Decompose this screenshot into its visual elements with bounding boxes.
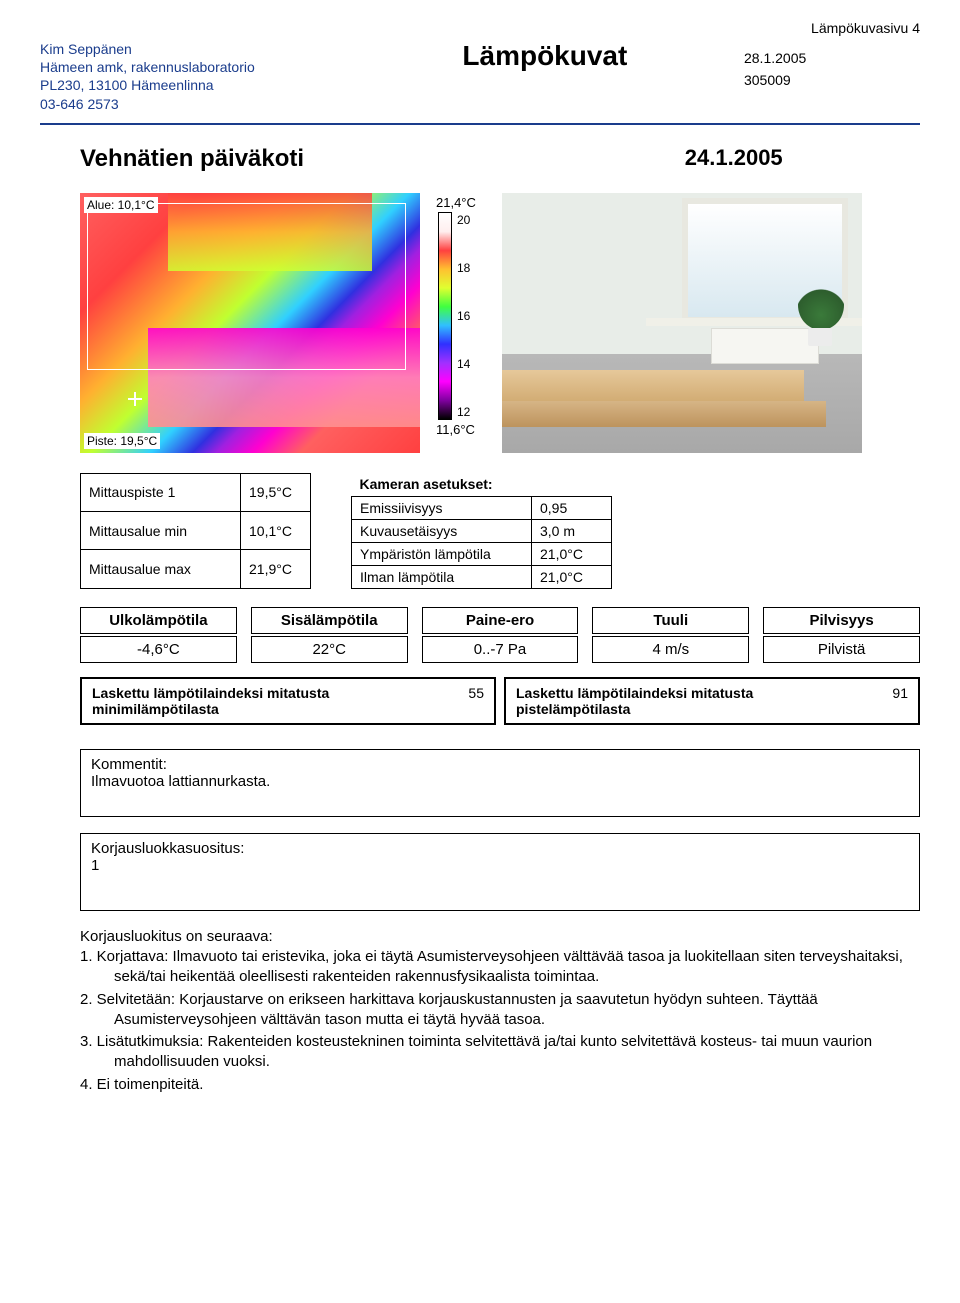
- classification-item: 4. Ei toimenpiteitä.: [80, 1075, 920, 1095]
- env-value: -4,6°C: [80, 636, 237, 663]
- env-header: Sisälämpötila: [251, 607, 408, 634]
- contact-addr: PL230, 13100 Hämeenlinna: [40, 76, 462, 94]
- thermal-area-label: Alue: 10,1°C: [84, 197, 158, 213]
- header-divider: [40, 123, 920, 125]
- meas-label: Mittausalue min: [81, 512, 241, 550]
- repair-value: 1: [91, 857, 909, 874]
- header-ref: 305009: [744, 72, 920, 88]
- page-header: Kim Seppänen Hämeen amk, rakennuslaborat…: [40, 40, 920, 113]
- camera-settings-table: Kameran asetukset: Emissiivisyys 0,95 Ku…: [351, 473, 612, 589]
- scale-tick: 18: [457, 261, 470, 275]
- comments-box: Kommentit: Ilmavuotoa lattiannurkasta.: [80, 749, 920, 817]
- cam-label: Ilman lämpötila: [352, 565, 532, 588]
- meas-value: 10,1°C: [241, 512, 311, 550]
- comments-header: Kommentit:: [91, 756, 909, 773]
- contact-block: Kim Seppänen Hämeen amk, rakennuslaborat…: [40, 40, 462, 113]
- repair-box: Korjausluokkasuositus: 1: [80, 833, 920, 911]
- env-cell: Paine-ero 0..-7 Pa: [422, 607, 579, 663]
- table-row: Mittauspiste 1 19,5°C: [81, 473, 311, 511]
- env-cell: Tuuli 4 m/s: [592, 607, 749, 663]
- cam-label: Ympäristön lämpötila: [352, 542, 532, 565]
- env-header: Ulkolämpötila: [80, 607, 237, 634]
- env-cell: Pilvisyys Pilvistä: [763, 607, 920, 663]
- table-row: Mittausalue min 10,1°C: [81, 512, 311, 550]
- classification-item: 1. Korjattava: Ilmavuoto tai eristevika,…: [80, 947, 920, 988]
- classification-item: 3. Lisätutkimuksia: Rakenteiden kosteust…: [80, 1032, 920, 1073]
- subject-date: 24.1.2005: [685, 145, 783, 173]
- page-title: Lämpökuvat: [462, 40, 744, 72]
- thermal-point-label: Piste: 19,5°C: [84, 433, 160, 449]
- table-row: Mittausalue max 21,9°C: [81, 550, 311, 588]
- camera-header: Kameran asetukset:: [352, 473, 612, 497]
- index-value: 55: [444, 685, 484, 717]
- cam-value: 3,0 m: [532, 519, 612, 542]
- comments-text: Ilmavuotoa lattiannurkasta.: [91, 773, 909, 790]
- subject-name: Vehnätien päiväkoti: [80, 145, 685, 173]
- env-value: Pilvistä: [763, 636, 920, 663]
- cam-value: 0,95: [532, 496, 612, 519]
- classification-block: Korjausluokitus on seuraava: 1. Korjatta…: [80, 927, 920, 1095]
- contact-phone: 03-646 2573: [40, 95, 462, 113]
- cam-label: Kuvausetäisyys: [352, 519, 532, 542]
- scale-tick: 14: [457, 357, 470, 371]
- table-row: Kuvausetäisyys 3,0 m: [352, 519, 612, 542]
- index-box-min: Laskettu lämpötilaindeksi mitatusta mini…: [80, 677, 496, 725]
- table-row: Ilman lämpötila 21,0°C: [352, 565, 612, 588]
- cam-value: 21,0°C: [532, 542, 612, 565]
- thermal-scale: 21,4°C 20 18 16 14 12 11,6°C: [436, 193, 486, 453]
- scale-tick: 12: [457, 405, 470, 419]
- meas-value: 19,5°C: [241, 473, 311, 511]
- env-value: 22°C: [251, 636, 408, 663]
- index-label: Laskettu lämpötilaindeksi mitatusta pist…: [516, 685, 868, 717]
- environment-row: Ulkolämpötila -4,6°C Sisälämpötila 22°C …: [40, 607, 920, 663]
- index-label: Laskettu lämpötilaindeksi mitatusta mini…: [92, 685, 444, 717]
- contact-org: Hämeen amk, rakennuslaboratorio: [40, 58, 462, 76]
- repair-header: Korjausluokkasuositus:: [91, 840, 909, 857]
- scale-min: 11,6°C: [436, 422, 475, 437]
- scale-max: 21,4°C: [436, 195, 476, 210]
- table-row: Ympäristön lämpötila 21,0°C: [352, 542, 612, 565]
- classification-intro: Korjausluokitus on seuraava:: [80, 927, 920, 947]
- env-value: 4 m/s: [592, 636, 749, 663]
- header-meta: 28.1.2005 305009: [744, 40, 920, 88]
- env-value: 0..-7 Pa: [422, 636, 579, 663]
- header-date: 28.1.2005: [744, 50, 920, 66]
- env-header: Tuuli: [592, 607, 749, 634]
- measurements-table: Mittauspiste 1 19,5°C Mittausalue min 10…: [80, 473, 311, 589]
- meas-label: Mittausalue max: [81, 550, 241, 588]
- table-row: Emissiivisyys 0,95: [352, 496, 612, 519]
- env-header: Paine-ero: [422, 607, 579, 634]
- scale-tick: 16: [457, 309, 470, 323]
- cam-label: Emissiivisyys: [352, 496, 532, 519]
- index-box-point: Laskettu lämpötilaindeksi mitatusta pist…: [504, 677, 920, 725]
- page-number: Lämpökuvasivu 4: [40, 20, 920, 36]
- meas-label: Mittauspiste 1: [81, 473, 241, 511]
- thermal-image: Alue: 10,1°C Piste: 19,5°C: [80, 193, 420, 453]
- reference-photo: [502, 193, 862, 453]
- scale-tick: 20: [457, 213, 470, 227]
- index-value: 91: [868, 685, 908, 717]
- env-cell: Sisälämpötila 22°C: [251, 607, 408, 663]
- env-cell: Ulkolämpötila -4,6°C: [80, 607, 237, 663]
- meas-value: 21,9°C: [241, 550, 311, 588]
- contact-name: Kim Seppänen: [40, 40, 462, 58]
- classification-item: 2. Selvitetään: Korjaustarve on erikseen…: [80, 990, 920, 1031]
- cam-value: 21,0°C: [532, 565, 612, 588]
- env-header: Pilvisyys: [763, 607, 920, 634]
